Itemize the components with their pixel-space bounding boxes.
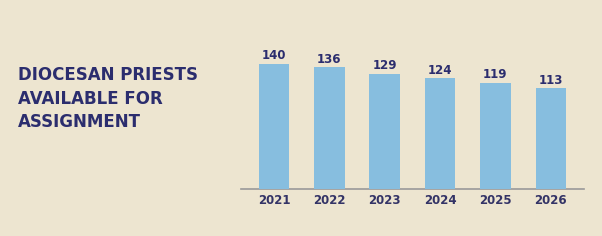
Bar	[370, 74, 400, 189]
Text: 124: 124	[428, 64, 452, 77]
Text: 140: 140	[262, 50, 287, 63]
Text: DIOCESAN PRIESTS
AVAILABLE FOR
ASSIGNMENT: DIOCESAN PRIESTS AVAILABLE FOR ASSIGNMEN…	[18, 66, 198, 131]
Bar	[314, 67, 344, 189]
Bar	[425, 78, 455, 189]
Bar	[480, 83, 510, 189]
Text: 113: 113	[539, 74, 563, 87]
Bar	[536, 88, 566, 189]
Text: 136: 136	[317, 53, 341, 66]
Text: 129: 129	[373, 59, 397, 72]
Text: 119: 119	[483, 68, 507, 81]
Bar	[259, 64, 289, 189]
